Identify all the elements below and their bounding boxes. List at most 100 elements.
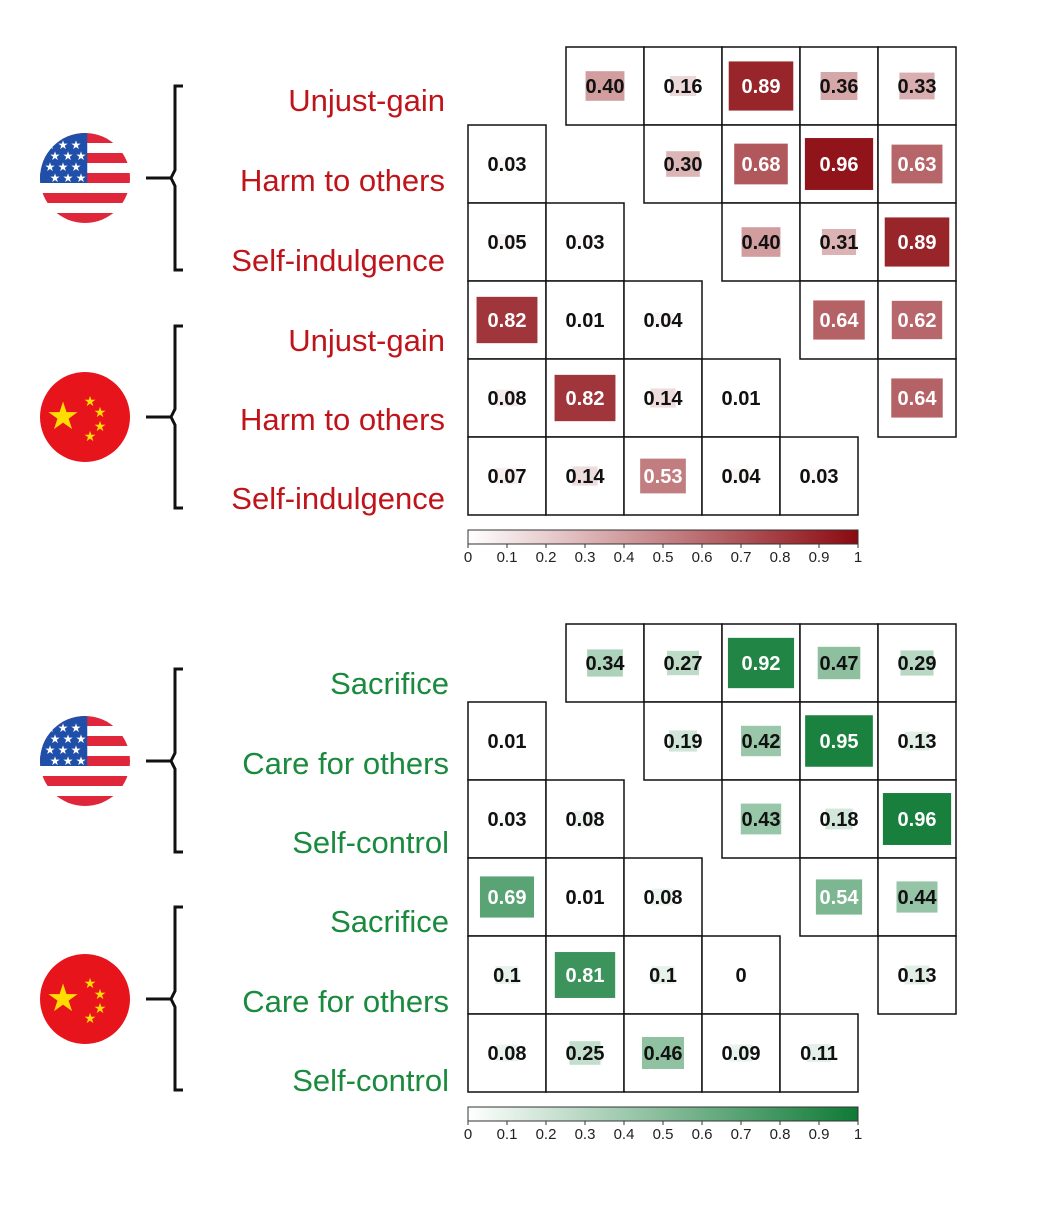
heatmap-panel-1: 0.40 0.16 0.89 0.36 0.330.30 0.68 0.96 0.630.40… — [40, 46, 957, 566]
lower-r4c3-cell — [701, 358, 781, 438]
flag-small-star: ★ — [84, 394, 97, 410]
upper-r0c4-value: 0.33 — [898, 76, 937, 98]
upper-r3c1-square — [896, 881, 938, 913]
lower-r4c1-value: 0.82 — [566, 388, 605, 410]
row-label: Sacrifice — [330, 904, 449, 939]
upper-r2c0-square — [740, 803, 782, 835]
lower-r4c2-square — [651, 966, 675, 984]
colorbar — [467, 1106, 859, 1122]
upper-r0c4-value: 0.29 — [898, 653, 937, 675]
lower-r2c0-value: 0.05 — [488, 232, 527, 254]
flag-stripe — [40, 776, 130, 786]
upper-r0c0-square — [587, 649, 623, 677]
colorbar-tick-label: 0.3 — [575, 1126, 596, 1143]
row-label: Sacrifice — [330, 666, 449, 701]
row-label: Self-control — [292, 825, 449, 860]
lower-r5c1-value: 0.14 — [566, 466, 606, 488]
upper-r0c4-square — [900, 650, 934, 676]
flag-star: ★ — [63, 732, 74, 746]
colorbar-tick-label: 0.5 — [653, 549, 674, 566]
upper-r0c3-square — [817, 646, 861, 680]
lower-r5c2-value: 0.46 — [644, 1043, 683, 1065]
upper-r1c3-square — [904, 731, 930, 751]
colorbar-tick-label: 0.2 — [536, 1126, 557, 1143]
colorbar-tick-label: 0.7 — [731, 549, 752, 566]
lower-r2c1-square — [573, 810, 597, 828]
flag-star: ★ — [50, 171, 61, 185]
flag-small-star: ★ — [84, 976, 97, 992]
upper-r0c0-square — [585, 71, 625, 101]
upper-r4c0-value: 0.13 — [898, 965, 937, 987]
flag-star: ★ — [71, 138, 82, 152]
heatmap-panel-2: 0.34 0.27 0.92 0.47 0.29 0.19 0.42 0.95 0.13 0.43… — [40, 623, 957, 1143]
upper-r2c0-value: 0.40 — [742, 232, 781, 254]
flag-small-star: ★ — [94, 1001, 107, 1017]
us-flag-icon: ★ ★ ★★ ★ ★★ ★ ★★ ★ ★ — [40, 133, 130, 223]
colorbar-tick-label: 0.1 — [497, 1126, 518, 1143]
upper-r4c0-value: 0.64 — [898, 388, 938, 410]
china-group: ★ ★★★★ — [40, 324, 183, 510]
colorbar-tick-label: 0.6 — [692, 1126, 713, 1143]
lower-r3c0-square — [479, 876, 535, 918]
row-label: Harm to others — [240, 163, 445, 198]
flag-small-star: ★ — [84, 1011, 97, 1027]
upper-r1c0-value: 0.30 — [664, 154, 703, 176]
upper-r1c1-square — [734, 143, 788, 185]
flag-star: ★ — [76, 149, 87, 163]
upper-r0c0-value: 0.40 — [586, 76, 625, 98]
colorbar-tick-label: 0 — [464, 1126, 472, 1143]
upper-r2c0-square — [741, 227, 781, 257]
upper-r3c1-square — [891, 300, 943, 340]
colorbar-tick-label: 0.3 — [575, 549, 596, 566]
lower-r1c0-square — [497, 156, 517, 172]
colorbar-tick-label: 0.4 — [614, 1126, 635, 1143]
colorbar-tick-label: 0.5 — [653, 1126, 674, 1143]
lower-r4c2-value: 0.1 — [649, 965, 677, 987]
flag-star: ★ — [58, 160, 69, 174]
flag-star: ★ — [45, 160, 56, 174]
flag-big-star: ★ — [46, 394, 80, 438]
flag-stripe — [40, 796, 130, 806]
upper-r0c3-square — [820, 72, 858, 100]
upper-r1c1-square — [741, 725, 781, 757]
lower-r3c1-value: 0.01 — [566, 310, 605, 332]
flag-big-star: ★ — [46, 976, 80, 1020]
colorbar-tick-label: 0.1 — [497, 549, 518, 566]
group-bracket — [169, 84, 183, 272]
flag-star: ★ — [58, 743, 69, 757]
us-flag-icon: ★ ★ ★★ ★ ★★ ★ ★★ ★ ★ — [40, 716, 130, 806]
colorbar — [467, 529, 859, 545]
group-bracket — [169, 667, 183, 854]
upper-r3c1-value: 0.62 — [898, 310, 937, 332]
upper-r3c0-square — [813, 300, 865, 340]
usa-group: ★ ★ ★★ ★ ★★ ★ ★★ ★ ★ — [40, 667, 183, 854]
upper-r2c1-value: 0.18 — [820, 809, 859, 831]
colorbar-tick-label: 0.8 — [770, 549, 791, 566]
row-label: Care for others — [242, 984, 449, 1019]
china-group: ★ ★★★★ — [40, 905, 183, 1092]
colorbar-tick-label: 0 — [464, 549, 472, 566]
flag-star: ★ — [71, 160, 82, 174]
lower-r5c4-square — [809, 468, 829, 484]
flag-stripe — [40, 213, 130, 223]
lower-r1c0-value: 0.03 — [488, 154, 527, 176]
lower-r2c1-square — [575, 234, 595, 250]
lower-r4c0-value: 0.08 — [488, 388, 527, 410]
colorbar-tick-label: 0.9 — [809, 549, 830, 566]
usa-group: ★ ★ ★★ ★ ★★ ★ ★★ ★ ★ — [40, 84, 183, 272]
colorbar-tick-label: 1 — [854, 1126, 862, 1143]
lower-r3c2-square — [651, 888, 675, 906]
upper-r2c2-square — [884, 217, 950, 267]
row-label: Self-indulgence — [231, 481, 445, 516]
lower-r3c0-value: 0.82 — [488, 310, 527, 332]
lower-r3c0-value: 0.69 — [488, 887, 527, 909]
flag-star: ★ — [50, 149, 61, 163]
flag-star: ★ — [50, 754, 61, 768]
lower-r1c0-value: 0.01 — [488, 731, 527, 753]
lower-r5c0-value: 0.07 — [488, 466, 527, 488]
flag-star: ★ — [76, 754, 87, 768]
lower-r2c0-square — [497, 811, 517, 827]
upper-r0c2-value: 0.92 — [742, 653, 781, 675]
flag-small-star: ★ — [94, 405, 107, 421]
